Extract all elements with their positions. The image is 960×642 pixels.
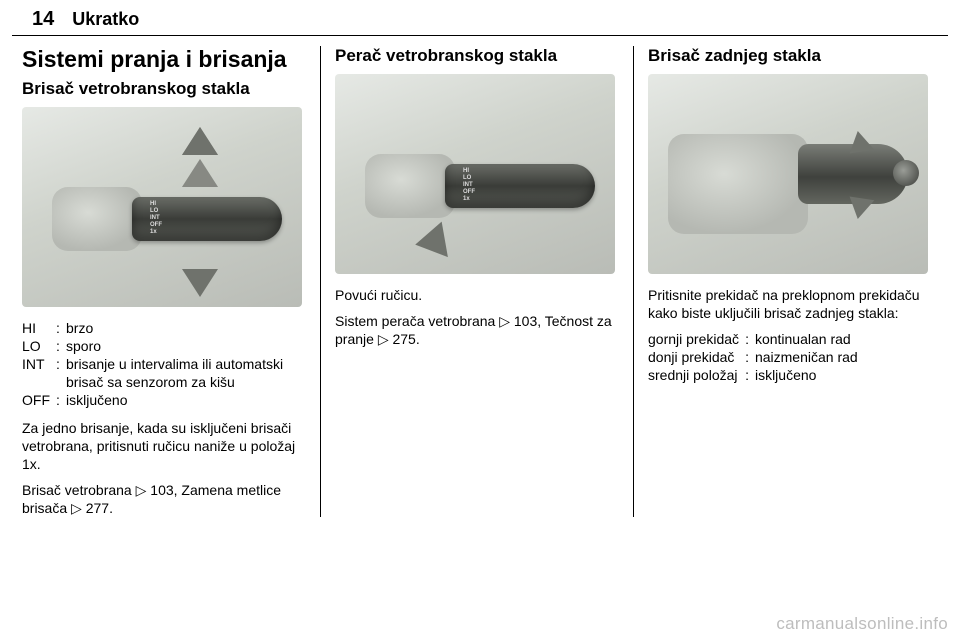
watermark-text: carmanualsonline.info — [776, 614, 948, 634]
figure-wiper-stalk-updown: HI LO INT OFF 1x — [22, 107, 302, 307]
ref-text: Sistem perača vetrobrana — [335, 313, 499, 329]
link-icon: ▷ — [71, 500, 82, 516]
stalk-position-labels: HI LO INT OFF 1x — [150, 201, 162, 236]
def-val: isključeno — [66, 391, 312, 409]
table-row: HI : brzo — [22, 319, 312, 337]
column-2: Perač vetrobranskog stakla HI LO INT OFF… — [320, 46, 633, 517]
def-val: isključeno — [755, 366, 864, 384]
page-header: 14 Ukratko — [12, 0, 948, 36]
ref-page: 103 — [514, 313, 537, 329]
def-val: naizmeničan rad — [755, 348, 864, 366]
column-3: Brisač zadnjeg stakla Pritisnite prekida… — [633, 46, 942, 517]
def-key: donji prekidač — [648, 348, 745, 366]
def-val: sporo — [66, 337, 312, 355]
link-icon: ▷ — [136, 482, 147, 498]
def-val: brzo — [66, 319, 312, 337]
arrow-up-icon — [182, 127, 218, 155]
section-title: Sistemi pranja i brisanja — [22, 46, 312, 73]
subsection-title: Perač vetrobranskog stakla — [335, 46, 625, 66]
ref-page: 277 — [86, 500, 109, 516]
def-key: HI — [22, 319, 56, 337]
wiper-mode-table: HI : brzo LO : sporo INT : brisanje u in… — [22, 319, 312, 409]
table-row: INT : brisanje u intervalima ili automat… — [22, 355, 312, 391]
stalk-base-shape — [52, 187, 142, 251]
def-key: INT — [22, 355, 56, 391]
def-sep: : — [745, 366, 755, 384]
subsection-title: Brisač vetrobranskog stakla — [22, 79, 312, 99]
figure-rear-wiper-tip — [648, 74, 928, 274]
def-sep: : — [56, 319, 66, 337]
rear-wiper-table: gornji prekidač : kontinualan rad donji … — [648, 330, 864, 384]
def-key: OFF — [22, 391, 56, 409]
def-sep: : — [745, 330, 755, 348]
arrow-down-icon — [182, 269, 218, 297]
link-icon: ▷ — [499, 313, 510, 329]
column-1: Sistemi pranja i brisanja Brisač vetrobr… — [18, 46, 320, 517]
def-key: LO — [22, 337, 56, 355]
steering-column-shape — [668, 134, 808, 234]
def-sep: : — [56, 391, 66, 409]
arrow-pull-icon — [412, 222, 448, 263]
page-number: 14 — [32, 8, 54, 31]
paragraph: Pritisnite prekidač na preklopnom prekid… — [648, 286, 938, 322]
table-row: donji prekidač : naizmeničan rad — [648, 348, 864, 366]
stalk-base-shape — [365, 154, 455, 218]
def-key: gornji prekidač — [648, 330, 745, 348]
subsection-title: Brisač zadnjeg stakla — [648, 46, 938, 66]
stalk-position-labels: HI LO INT OFF 1x — [463, 168, 475, 203]
ref-text: Brisač vetrobrana — [22, 482, 136, 498]
def-sep: : — [745, 348, 755, 366]
content-columns: Sistemi pranja i brisanja Brisač vetrobr… — [0, 36, 960, 517]
def-val: kontinualan rad — [755, 330, 864, 348]
def-val: brisanje u intervalima ili automatski br… — [66, 355, 312, 391]
paragraph: Za jedno brisanje, kada su isključeni br… — [22, 419, 312, 473]
table-row: OFF : isključeno — [22, 391, 312, 409]
ref-page: 275 — [392, 331, 415, 347]
table-row: gornji prekidač : kontinualan rad — [648, 330, 864, 348]
stalk-end-cap — [893, 160, 919, 186]
cross-reference: Brisač vetrobrana ▷ 103, Zamena metlice … — [22, 481, 312, 517]
paragraph: Povući ručicu. — [335, 286, 625, 304]
def-sep: : — [56, 355, 66, 391]
ref-text: . — [416, 331, 420, 347]
figure-washer-pull: HI LO INT OFF 1x — [335, 74, 615, 274]
link-icon: ▷ — [378, 331, 389, 347]
chapter-title: Ukratko — [72, 9, 139, 30]
table-row: LO : sporo — [22, 337, 312, 355]
def-key: srednji položaj — [648, 366, 745, 384]
ref-text: . — [109, 500, 113, 516]
ref-page: 103 — [150, 482, 173, 498]
cross-reference: Sistem perača vetrobrana ▷ 103, Tečnost … — [335, 312, 625, 348]
table-row: srednji položaj : isključeno — [648, 366, 864, 384]
def-sep: : — [56, 337, 66, 355]
